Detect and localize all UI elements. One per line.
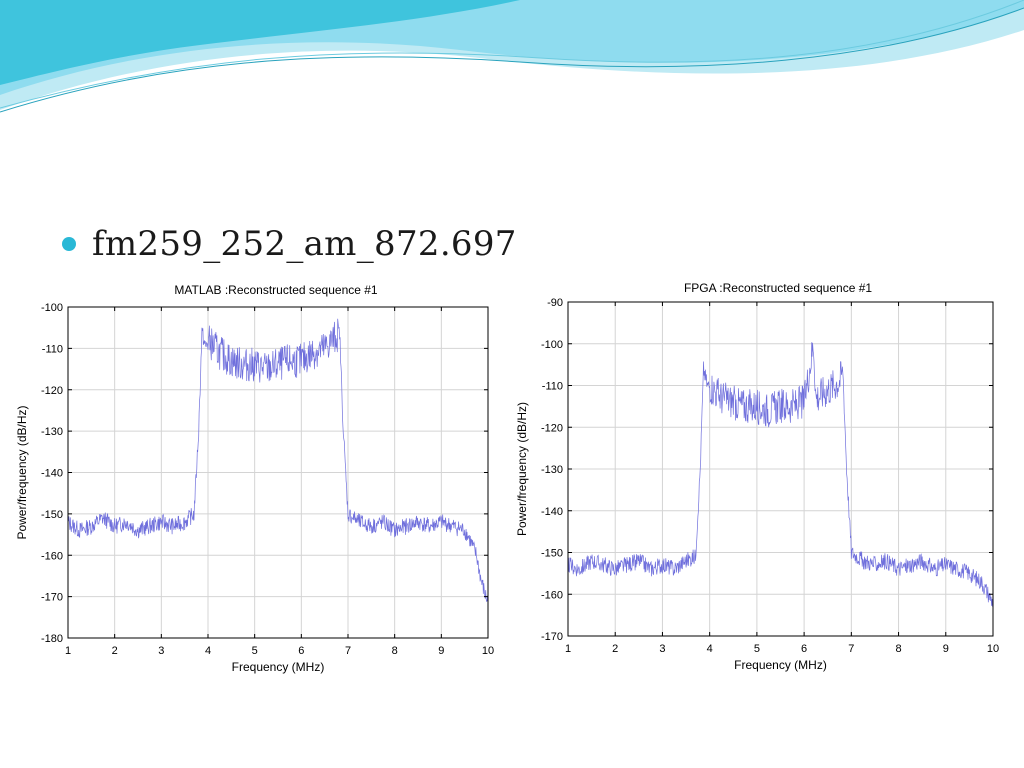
y-tick-label: -170 bbox=[541, 631, 563, 643]
x-tick-label: 10 bbox=[987, 643, 999, 655]
x-tick-label: 3 bbox=[158, 645, 164, 657]
bullet-dot-icon bbox=[62, 237, 76, 251]
y-tick-label: -130 bbox=[41, 426, 63, 438]
y-tick-label: -140 bbox=[541, 506, 563, 518]
x-tick-label: 9 bbox=[943, 643, 949, 655]
x-tick-label: 8 bbox=[895, 643, 901, 655]
x-tick-label: 2 bbox=[112, 645, 118, 657]
x-tick-label: 5 bbox=[754, 643, 760, 655]
y-tick-label: -110 bbox=[42, 343, 63, 355]
y-axis-label: Power/frequency (dB/Hz) bbox=[15, 405, 29, 539]
y-tick-label: -150 bbox=[541, 548, 563, 560]
series-line bbox=[67, 318, 489, 603]
y-tick-label: -170 bbox=[41, 592, 63, 604]
y-tick-label: -110 bbox=[542, 381, 563, 393]
y-tick-label: -90 bbox=[547, 297, 563, 309]
chart-matlab: 1 2 3 4 5 6 7 8 9 10 -180 -170 -160 -150 -140 -130 -120 -… bbox=[15, 283, 494, 674]
y-tick-label: -120 bbox=[541, 422, 563, 434]
y-tick-label: -160 bbox=[41, 550, 63, 562]
chart-layer: 1 2 3 4 5 6 7 8 9 10 -180 -170 -160 -150 -140 -130 -120 -… bbox=[15, 283, 494, 674]
y-tick-label: -100 bbox=[541, 339, 563, 351]
x-tick-label: 9 bbox=[438, 645, 444, 657]
x-tick-label: 7 bbox=[848, 643, 854, 655]
series-line bbox=[567, 342, 994, 607]
x-tick-label: 6 bbox=[298, 645, 304, 657]
bullet-text: fm259_252_am_872.697 bbox=[92, 224, 517, 264]
x-tick-label: 7 bbox=[345, 645, 351, 657]
bullet-item: fm259_252_am_872.697 bbox=[62, 222, 517, 266]
chart-layer: 1 2 3 4 5 6 7 8 9 10 -170 -160 -150 -140 -130 -120 -110 -… bbox=[515, 281, 999, 672]
x-tick-label: 1 bbox=[565, 643, 571, 655]
x-tick-label: 8 bbox=[392, 645, 398, 657]
y-tick-label: -180 bbox=[41, 633, 63, 645]
x-tick-label: 4 bbox=[707, 643, 713, 655]
chart-title: MATLAB :Reconstructed sequence #1 bbox=[174, 283, 378, 297]
x-axis-label: Frequency (MHz) bbox=[232, 660, 325, 674]
x-tick-label: 6 bbox=[801, 643, 807, 655]
y-tick-label: -150 bbox=[41, 509, 63, 521]
x-tick-label: 1 bbox=[65, 645, 71, 657]
y-tick-label: -140 bbox=[41, 468, 63, 480]
y-tick-label: -100 bbox=[41, 302, 63, 314]
wave-band-dark bbox=[0, 0, 520, 85]
wave-line bbox=[0, 0, 1024, 109]
x-tick-label: 3 bbox=[659, 643, 665, 655]
y-tick-label: -160 bbox=[541, 589, 563, 601]
y-tick-label: -120 bbox=[41, 385, 63, 397]
header-wave-decoration bbox=[0, 0, 1024, 113]
x-tick-label: 10 bbox=[482, 645, 494, 657]
y-axis-label: Power/frequency (dB/Hz) bbox=[515, 402, 529, 536]
x-tick-label: 5 bbox=[252, 645, 258, 657]
chart-title: FPGA :Reconstructed sequence #1 bbox=[684, 281, 872, 295]
wave-line bbox=[0, 7, 1024, 113]
chart-fpga: 1 2 3 4 5 6 7 8 9 10 -170 -160 -150 -140 -130 -120 -110 -… bbox=[515, 281, 999, 672]
y-tick-label: -130 bbox=[541, 464, 563, 476]
x-axis-label: Frequency (MHz) bbox=[734, 658, 827, 672]
x-tick-label: 4 bbox=[205, 645, 211, 657]
x-tick-label: 2 bbox=[612, 643, 618, 655]
